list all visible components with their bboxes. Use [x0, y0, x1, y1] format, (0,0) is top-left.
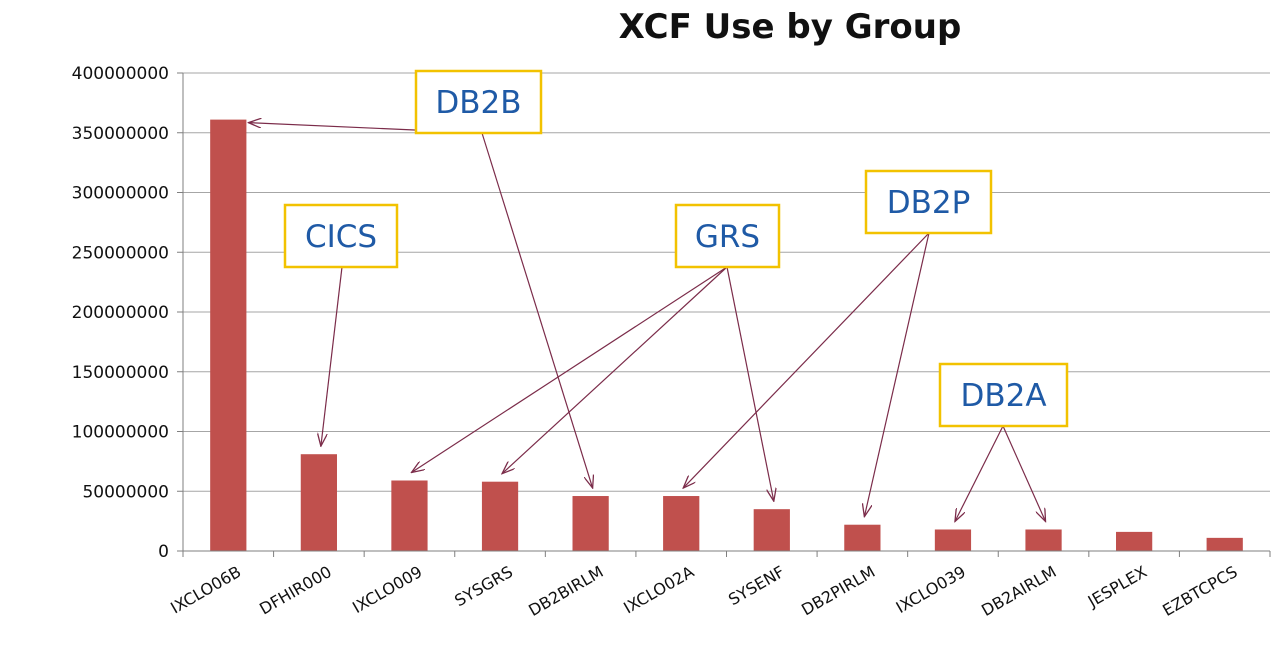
x-tick-label: SYSENF [725, 562, 788, 609]
bars [210, 119, 1243, 551]
bar-db2airlm [1025, 529, 1062, 551]
callout-label: GRS [695, 219, 760, 255]
callout-label: CICS [305, 219, 377, 255]
callout-box [283, 203, 399, 269]
callout-label: DB2A [960, 378, 1046, 414]
callout-grs: GRS [674, 203, 781, 269]
annotation-arrow-grs [726, 266, 774, 501]
callout-box [674, 203, 781, 269]
x-tick-label: JESPLEX [1084, 562, 1150, 611]
y-tick-label: 100000000 [72, 423, 169, 443]
x-tick-label: IXCLO06B [167, 562, 244, 617]
bar-jesplex [1116, 531, 1153, 551]
callout-db2p: DB2P [864, 169, 993, 235]
y-tick-label: 0 [158, 542, 169, 562]
x-tick-label: IXCLO039 [893, 562, 969, 617]
x-tick-label: DB2PIRLM [798, 562, 878, 619]
callout-db2b: DB2B [414, 69, 543, 135]
callout-db2a: DB2A [938, 362, 1069, 428]
annotation-arrow-db2b [481, 132, 593, 488]
x-axis-labels: IXCLO06B DFHIR000 IXCLO009 SYSGRS DB2BIRLM IX… [167, 562, 1240, 620]
annotation-arrows [248, 123, 1045, 522]
bar-sysgrs [481, 481, 519, 551]
bar-ixclo039 [934, 529, 972, 551]
y-tick-label: 350000000 [72, 124, 169, 144]
bar-ixclo009 [391, 480, 428, 551]
annotation-callouts: DB2B CICS GRS DB2P DB2A [283, 69, 1069, 428]
x-tick-label: SYSGRS [451, 562, 516, 610]
x-tick-label: IXCLO02A [620, 562, 697, 617]
callout-box [864, 169, 993, 235]
annotation-arrow-db2p [683, 232, 930, 488]
bar-db2pirlm [844, 524, 881, 551]
x-tick-label: DB2BIRLM [525, 562, 606, 620]
annotation-arrow-grs [411, 266, 728, 472]
callout-box [414, 69, 543, 135]
x-tick-label: IXCLO009 [349, 562, 425, 617]
bar-dfhir000 [300, 454, 337, 551]
bar-ezbtcpcs [1206, 537, 1243, 551]
y-tick-label: 250000000 [72, 243, 169, 263]
bar-db2birlm [572, 496, 609, 551]
x-tick-label: DB2AIRLM [978, 562, 1059, 620]
y-axis-labels: 0 50000000 100000000 150000000 200000000 2500… [72, 64, 169, 562]
gridlines [183, 72, 1270, 492]
y-tick-label: 50000000 [82, 482, 169, 502]
y-tick-label: 300000000 [72, 184, 169, 204]
x-tick-label: EZBTCPCS [1159, 562, 1240, 620]
bar-sysenf [753, 509, 790, 551]
annotation-arrow-cics [321, 266, 343, 446]
callout-box [938, 362, 1069, 428]
y-tick-label: 150000000 [72, 363, 169, 383]
annotation-arrow-db2a [955, 425, 1004, 521]
axes [177, 72, 1271, 557]
x-tick-label: DFHIR000 [256, 562, 335, 618]
annotation-arrow-db2a [1002, 425, 1046, 521]
callout-label: DB2P [887, 185, 971, 221]
y-tick-label: 400000000 [72, 64, 169, 84]
bar-ixclo02a [663, 496, 700, 551]
callout-label: DB2B [435, 85, 521, 121]
y-tick-label: 200000000 [72, 303, 169, 323]
annotation-arrow-db2p [864, 232, 930, 517]
chart-title: XCF Use by Group [619, 7, 962, 47]
callout-cics: CICS [283, 203, 399, 269]
bar-ixclo06b [210, 119, 247, 551]
annotation-arrow-grs [502, 266, 728, 474]
